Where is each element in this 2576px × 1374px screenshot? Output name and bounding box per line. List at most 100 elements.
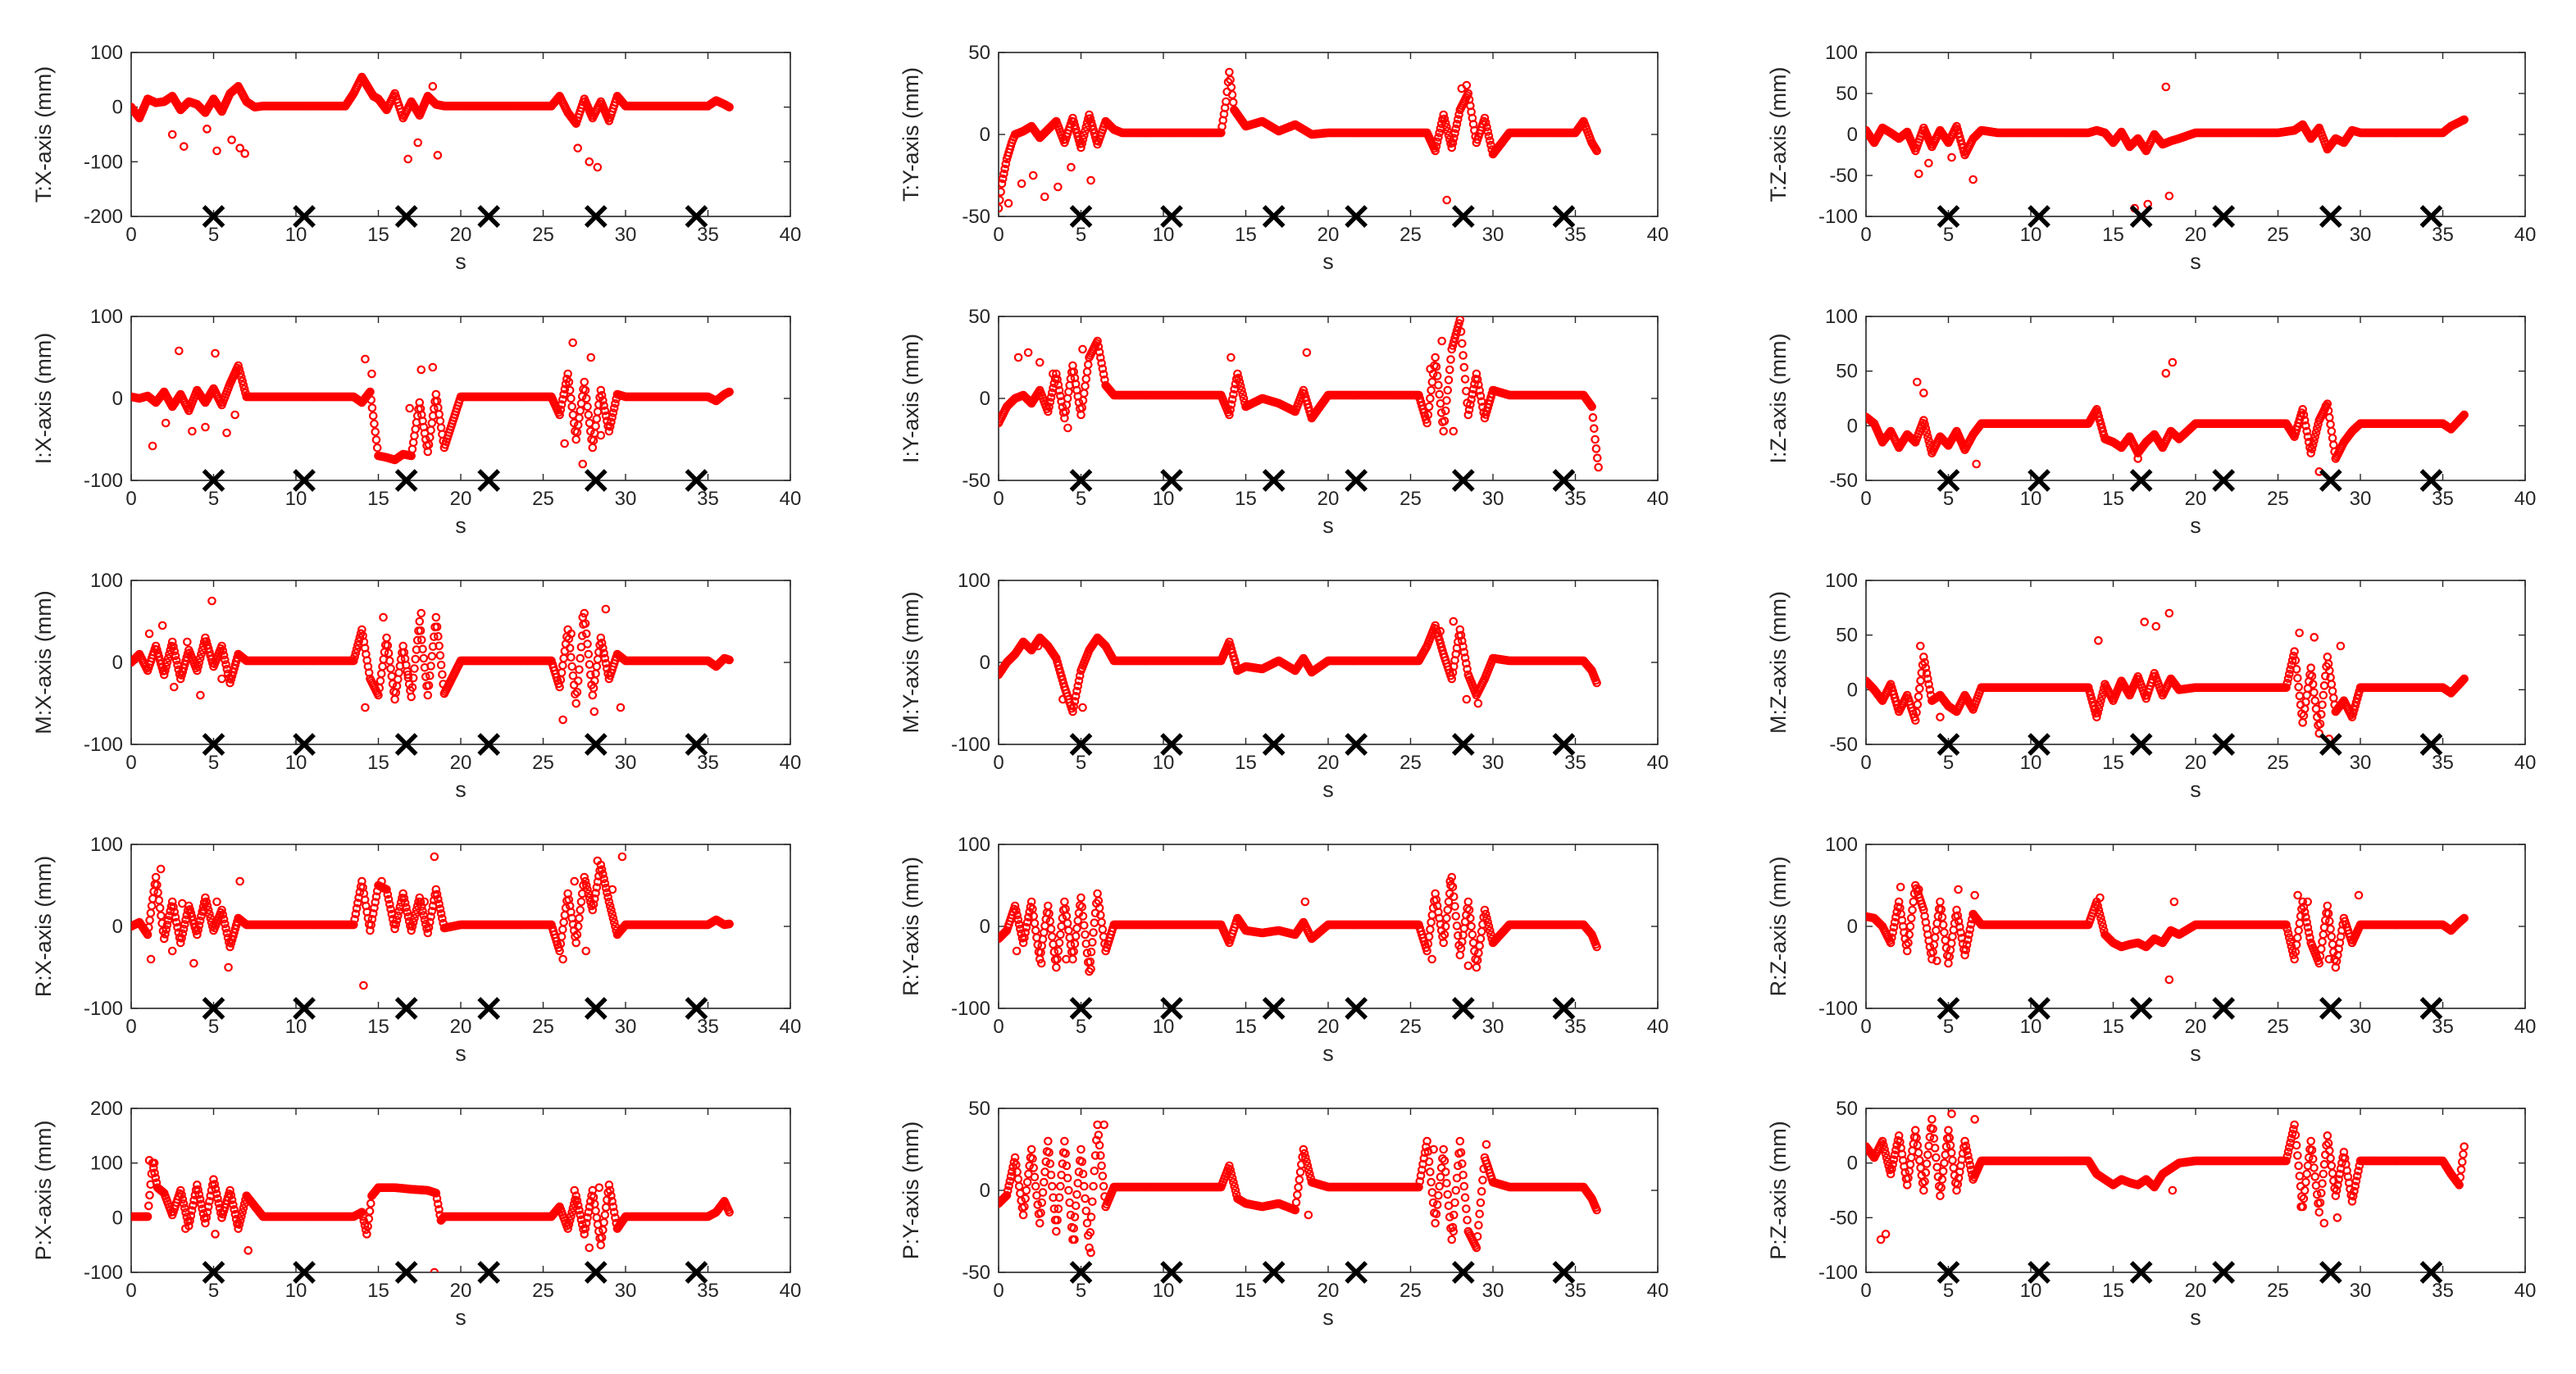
x-tick-label: 20 [1318,752,1340,774]
data-point [388,679,398,689]
x-tick-label: 40 [780,224,802,246]
x-tick-label: 30 [2350,488,2372,510]
data-point [1229,389,1238,399]
data-point [376,669,386,679]
data-point [367,403,377,412]
y-axis-label: I:Y-axis (mm) [899,334,923,463]
data-point [354,636,363,646]
data-point [1463,410,1473,420]
data-point [157,621,167,630]
y-axis-label: T:Z-axis (mm) [1766,67,1791,202]
data-layer [131,72,734,172]
event-marker-stroke [1262,205,1286,228]
event-marker-stroke [202,205,225,228]
y-tick-label: 0 [1847,124,1858,146]
y-tick-label: -100 [1818,206,1858,228]
event-marker-stroke [1262,469,1286,492]
data-point [999,179,1007,189]
event-marker [477,733,501,756]
y-tick-label: 100 [90,306,123,328]
data-point [372,443,382,453]
data-point [361,703,370,712]
data-point [1054,182,1063,192]
data-point [1302,348,1312,357]
data-point [600,406,610,416]
x-tick-label: 15 [2102,488,2124,510]
data-point [2095,416,2105,425]
x-tick-label: 40 [780,752,802,774]
event-marker-stroke [293,733,316,756]
data-point [1049,369,1058,379]
data-point [601,604,611,614]
data-point [1089,125,1098,134]
data-point [419,653,429,663]
data-point [580,385,590,395]
x-tick-label: 0 [993,752,1004,774]
data-point [559,389,568,399]
data-point [2310,432,2320,441]
event-marker-stroke [1069,205,1093,228]
data-point [1225,410,1234,420]
data-point [1435,128,1444,138]
data-point [1078,134,1088,144]
data-point [416,626,426,635]
data-point [1455,316,1465,325]
data-point [1439,426,1448,436]
series-outliers [167,82,603,172]
data-point [403,154,412,164]
event-marker [202,205,225,228]
event-marker [2028,205,2050,228]
data-point [435,416,445,425]
x-tick-label: 15 [1235,224,1257,246]
data-point [569,418,579,428]
series-trajectory [1866,115,2469,160]
data-point [207,596,216,606]
event-marker [394,733,418,756]
y-tick-label: -100 [84,470,123,492]
data-point [1446,355,1455,364]
event-marker-stroke [2319,469,2342,492]
data-point [386,664,395,673]
x-axis-label: s [1322,777,1334,802]
data-point [604,426,614,436]
data-point [576,653,585,663]
data-point [564,377,574,387]
data-point [1483,127,1493,136]
data-point [1464,405,1474,415]
data-point [1920,420,1929,429]
data-point [608,408,618,417]
data-point [356,629,366,639]
event-marker-stroke [1160,469,1183,492]
data-point [1023,348,1033,357]
series-outliers [1913,357,2331,476]
data-point [1922,428,1932,437]
event-marker [293,733,316,756]
data-point [1926,444,1936,453]
data-point [1460,375,1470,384]
data-point [609,403,619,413]
data-point [435,651,445,660]
data-point [1069,702,1079,712]
data-point [1095,348,1104,357]
data-point [1044,407,1053,416]
data-point [725,387,734,397]
data-point [222,428,231,438]
data-point [436,423,446,432]
event-marker-stroke [584,733,608,756]
x-tick-label: 35 [1564,224,1586,246]
event-marker-stroke [2129,205,2153,228]
data-point [585,660,594,669]
data-point [423,690,433,700]
data-point [1481,118,1491,127]
data-point [2301,421,2310,430]
data-point [1431,353,1440,362]
event-marker-stroke [1345,469,1368,492]
data-point [567,653,576,662]
x-tick-label: 25 [532,752,554,774]
y-tick-label: 0 [112,388,123,410]
data-point [1914,169,1923,179]
y-tick-label: 100 [1825,306,1858,328]
y-tick-label: -100 [84,734,123,756]
data-point [2299,410,2309,420]
